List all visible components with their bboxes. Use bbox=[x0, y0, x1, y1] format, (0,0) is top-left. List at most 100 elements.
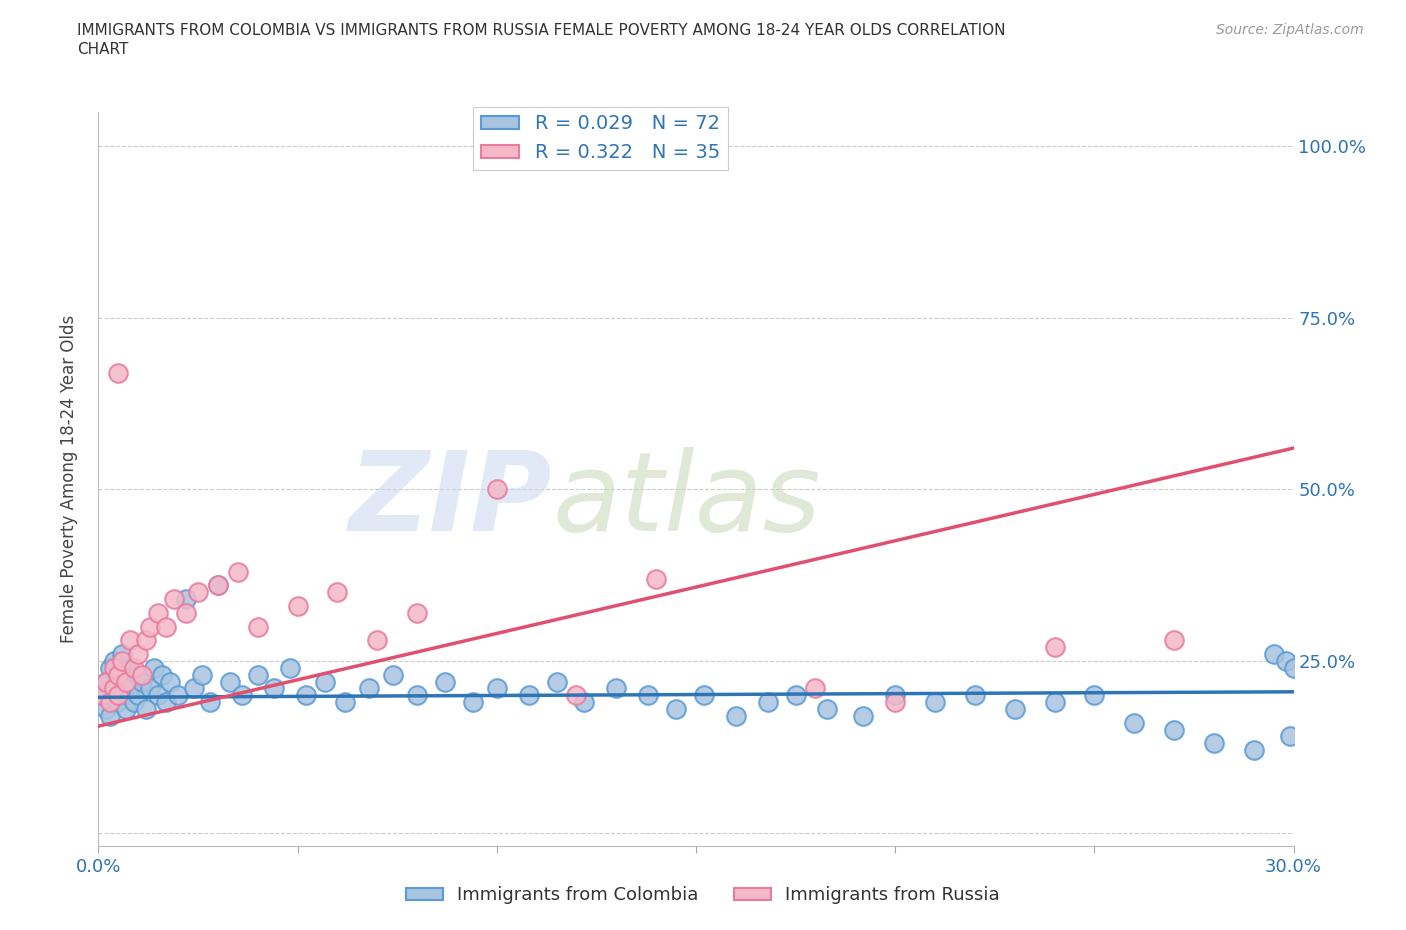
Point bbox=[91, 688, 114, 703]
Point bbox=[246, 619, 269, 634]
Point bbox=[287, 599, 309, 614]
Point bbox=[124, 660, 146, 675]
Point bbox=[115, 674, 138, 689]
Point bbox=[174, 591, 197, 606]
Point bbox=[120, 633, 142, 648]
Point bbox=[139, 681, 162, 696]
Point bbox=[1043, 640, 1066, 655]
Text: Source: ZipAtlas.com: Source: ZipAtlas.com bbox=[1216, 23, 1364, 37]
Point bbox=[924, 695, 946, 710]
Text: CHART: CHART bbox=[77, 42, 129, 57]
Point bbox=[103, 660, 125, 675]
Point bbox=[167, 688, 190, 703]
Point bbox=[785, 688, 807, 703]
Point bbox=[111, 646, 134, 661]
Point bbox=[207, 578, 229, 592]
Point bbox=[574, 695, 596, 710]
Point bbox=[315, 674, 337, 689]
Point bbox=[96, 674, 118, 689]
Point bbox=[219, 674, 242, 689]
Point bbox=[183, 681, 205, 696]
Point bbox=[366, 633, 388, 648]
Point bbox=[1004, 701, 1026, 716]
Point bbox=[155, 619, 177, 634]
Point bbox=[163, 591, 186, 606]
Point bbox=[1274, 654, 1296, 669]
Point bbox=[637, 688, 659, 703]
Point bbox=[139, 619, 162, 634]
Point bbox=[1202, 736, 1225, 751]
Point bbox=[148, 688, 170, 703]
Point bbox=[461, 695, 484, 710]
Point bbox=[135, 633, 157, 648]
Point bbox=[724, 709, 747, 724]
Point bbox=[98, 709, 122, 724]
Text: atlas: atlas bbox=[553, 447, 821, 554]
Point bbox=[756, 695, 779, 710]
Point bbox=[434, 674, 457, 689]
Y-axis label: Female Poverty Among 18-24 Year Olds: Female Poverty Among 18-24 Year Olds bbox=[59, 315, 77, 643]
Text: ZIP: ZIP bbox=[349, 447, 553, 554]
Point bbox=[198, 695, 221, 710]
Point bbox=[107, 365, 129, 380]
Point bbox=[278, 660, 301, 675]
Point bbox=[107, 667, 129, 682]
Point bbox=[191, 667, 214, 682]
Point bbox=[1083, 688, 1105, 703]
Point bbox=[884, 688, 907, 703]
Point bbox=[815, 701, 838, 716]
Point bbox=[148, 605, 170, 620]
Point bbox=[98, 660, 122, 675]
Point bbox=[665, 701, 688, 716]
Point bbox=[645, 571, 668, 586]
Point bbox=[963, 688, 986, 703]
Point bbox=[1043, 695, 1066, 710]
Point bbox=[207, 578, 229, 592]
Text: IMMIGRANTS FROM COLOMBIA VS IMMIGRANTS FROM RUSSIA FEMALE POVERTY AMONG 18-24 YE: IMMIGRANTS FROM COLOMBIA VS IMMIGRANTS F… bbox=[77, 23, 1005, 38]
Point bbox=[143, 660, 166, 675]
Point bbox=[406, 605, 429, 620]
Point bbox=[1163, 722, 1185, 737]
Point bbox=[120, 660, 142, 675]
Point bbox=[131, 667, 153, 682]
Point bbox=[1263, 646, 1285, 661]
Point bbox=[103, 681, 125, 696]
Point bbox=[127, 646, 149, 661]
Point bbox=[135, 701, 157, 716]
Point bbox=[107, 667, 129, 682]
Point bbox=[605, 681, 627, 696]
Point bbox=[884, 695, 907, 710]
Point bbox=[111, 654, 134, 669]
Point bbox=[852, 709, 875, 724]
Point bbox=[1278, 729, 1301, 744]
Point bbox=[111, 688, 134, 703]
Point bbox=[565, 688, 588, 703]
Point bbox=[1243, 743, 1265, 758]
Point bbox=[96, 674, 118, 689]
Point bbox=[159, 674, 181, 689]
Legend: Immigrants from Colombia, Immigrants from Russia: Immigrants from Colombia, Immigrants fro… bbox=[399, 879, 1007, 911]
Point bbox=[231, 688, 253, 703]
Point bbox=[155, 695, 177, 710]
Point bbox=[335, 695, 357, 710]
Point bbox=[127, 667, 149, 682]
Point bbox=[326, 585, 349, 600]
Point bbox=[1282, 660, 1305, 675]
Point bbox=[693, 688, 716, 703]
Point bbox=[804, 681, 827, 696]
Point bbox=[96, 701, 118, 716]
Point bbox=[382, 667, 405, 682]
Point bbox=[1123, 715, 1146, 730]
Point bbox=[103, 681, 125, 696]
Point bbox=[120, 681, 142, 696]
Point bbox=[485, 482, 508, 497]
Point bbox=[150, 667, 173, 682]
Point bbox=[107, 695, 129, 710]
Point bbox=[406, 688, 429, 703]
Point bbox=[246, 667, 269, 682]
Point bbox=[263, 681, 285, 696]
Legend: R = 0.029   N = 72, R = 0.322   N = 35: R = 0.029 N = 72, R = 0.322 N = 35 bbox=[472, 107, 728, 170]
Point bbox=[115, 701, 138, 716]
Point bbox=[124, 695, 146, 710]
Point bbox=[103, 654, 125, 669]
